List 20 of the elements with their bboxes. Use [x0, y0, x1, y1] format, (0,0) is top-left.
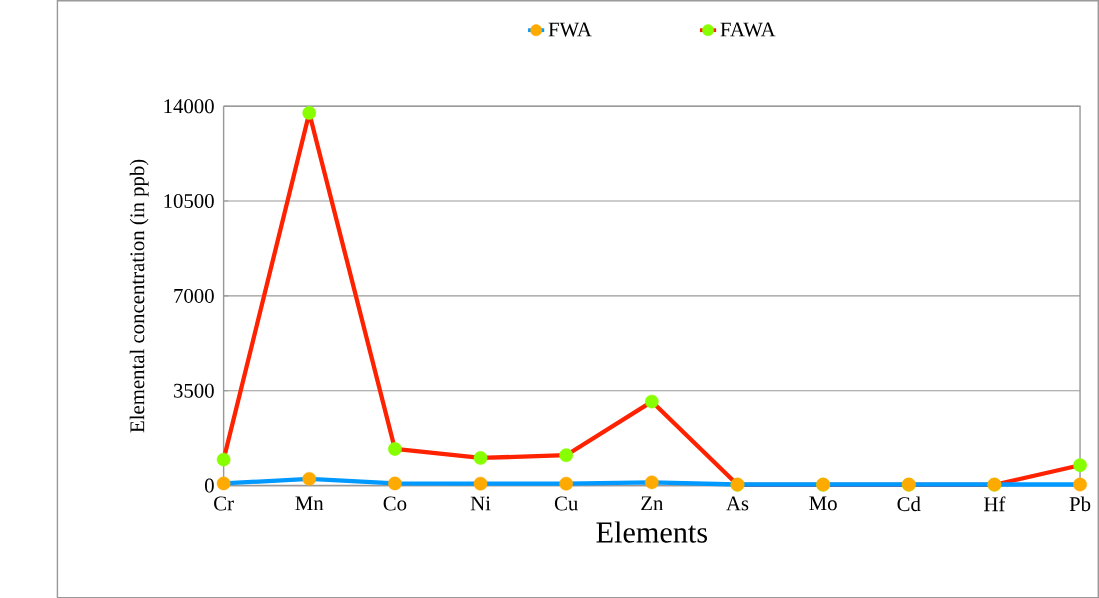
y-tick-label: 14000: [164, 98, 214, 114]
x-tick-label: Ni: [470, 496, 491, 511]
y-tick-label: 3500: [174, 383, 214, 398]
x-tick-label: As: [726, 496, 749, 511]
y-tick-label: 10500: [164, 193, 214, 208]
x-tick-label: Cu: [554, 496, 578, 511]
x-tick-label: Cr: [214, 496, 234, 511]
x-tick-label: Cd: [897, 496, 921, 511]
y-tick-label: 7000: [174, 288, 214, 303]
x-tick-label: Mn: [295, 496, 324, 510]
legend-label: FWA: [548, 22, 592, 37]
x-tick-label: Co: [383, 496, 407, 511]
x-tick-label: Pb: [1069, 496, 1091, 511]
x-tick-label: Mo: [809, 496, 837, 511]
x-tick-label: Hf: [984, 496, 1006, 511]
legend-label: FAWA: [720, 22, 776, 37]
x-tick-label: Zn: [641, 496, 664, 510]
y-axis-title: Elemental concentration (in ppb): [129, 159, 149, 433]
y-tick-label: 0: [204, 478, 214, 493]
x-axis-title: Elements: [596, 521, 708, 543]
